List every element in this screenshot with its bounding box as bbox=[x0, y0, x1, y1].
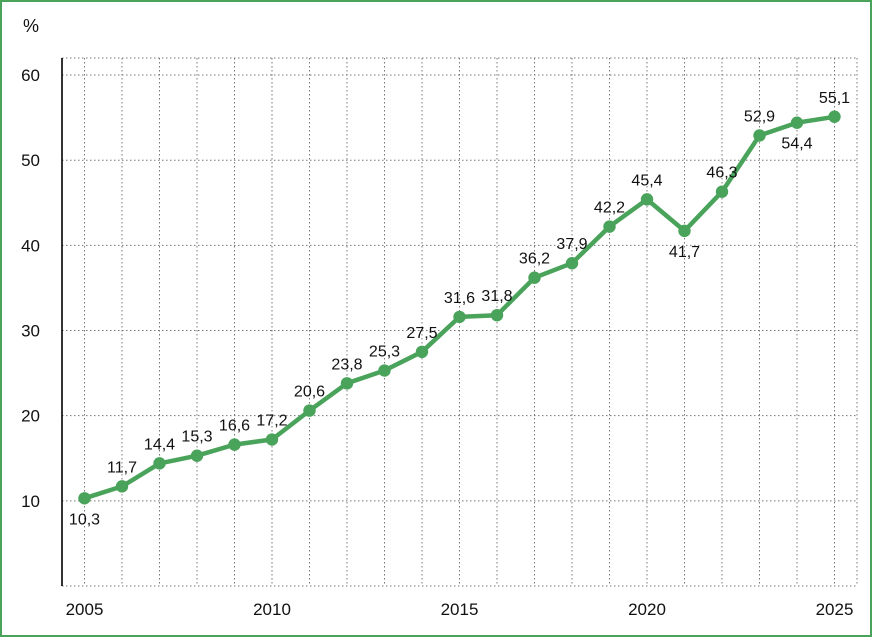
data-point bbox=[303, 404, 316, 417]
data-point bbox=[415, 345, 429, 359]
data-point bbox=[228, 438, 241, 451]
data-labels: 10,3 11,7 14,4 15,3 16,6 17,2 20,6 23,8 25,3 27,5… bbox=[69, 90, 850, 529]
data-label: 31,6 bbox=[444, 290, 475, 307]
data-point bbox=[678, 224, 691, 238]
data-label: 31,8 bbox=[481, 288, 512, 305]
data-point bbox=[340, 377, 354, 390]
y-tick-label: 30 bbox=[21, 322, 40, 341]
data-point bbox=[78, 492, 91, 505]
data-point bbox=[828, 110, 841, 123]
data-point bbox=[153, 457, 166, 470]
data-point bbox=[490, 308, 504, 322]
x-tick-label: 2025 bbox=[816, 600, 854, 619]
data-label: 23,8 bbox=[331, 356, 362, 373]
data-label: 14,4 bbox=[144, 436, 175, 453]
data-point bbox=[453, 310, 466, 324]
x-tick-label: 2020 bbox=[628, 600, 666, 619]
x-tick-labels: 2005 2010 2015 2020 2025 bbox=[66, 600, 854, 619]
data-label: 46,3 bbox=[706, 165, 737, 182]
data-label: 52,9 bbox=[744, 108, 775, 125]
data-label: 45,4 bbox=[631, 172, 662, 189]
data-point bbox=[190, 449, 204, 462]
data-label: 17,2 bbox=[256, 413, 287, 430]
y-tick-label: 60 bbox=[21, 66, 40, 85]
data-label: 37,9 bbox=[556, 236, 587, 253]
data-label: 36,2 bbox=[519, 251, 550, 268]
data-points bbox=[78, 110, 841, 505]
y-unit-label: % bbox=[23, 16, 39, 36]
data-label: 27,5 bbox=[406, 325, 437, 342]
data-point bbox=[115, 480, 129, 493]
y-tick-label: 40 bbox=[21, 236, 40, 255]
data-point bbox=[640, 193, 654, 206]
data-point bbox=[565, 257, 579, 270]
data-label: 10,3 bbox=[69, 511, 100, 528]
y-tick-labels: 10 20 30 40 50 60 bbox=[21, 66, 40, 511]
y-tick-label: 50 bbox=[21, 151, 40, 170]
data-label: 42,2 bbox=[594, 200, 625, 217]
x-tick-label: 2010 bbox=[253, 600, 291, 619]
data-point bbox=[790, 116, 804, 129]
data-point bbox=[715, 185, 729, 198]
y-tick-label: 10 bbox=[21, 492, 40, 511]
x-tick-label: 2015 bbox=[441, 600, 479, 619]
x-tick-label: 2005 bbox=[66, 600, 104, 619]
data-label: 25,3 bbox=[369, 344, 400, 361]
data-point bbox=[265, 433, 279, 446]
data-point bbox=[603, 220, 616, 233]
data-point bbox=[528, 271, 541, 284]
data-label: 15,3 bbox=[181, 429, 212, 446]
data-label: 16,6 bbox=[219, 418, 250, 435]
y-tick-label: 20 bbox=[21, 407, 40, 426]
data-point bbox=[753, 129, 766, 142]
data-label: 55,1 bbox=[819, 90, 850, 107]
data-label: 11,7 bbox=[107, 459, 137, 476]
data-label: 20,6 bbox=[294, 384, 325, 401]
data-point bbox=[378, 364, 391, 377]
data-label: 54,4 bbox=[781, 136, 812, 153]
data-label: 41,7 bbox=[669, 244, 700, 261]
